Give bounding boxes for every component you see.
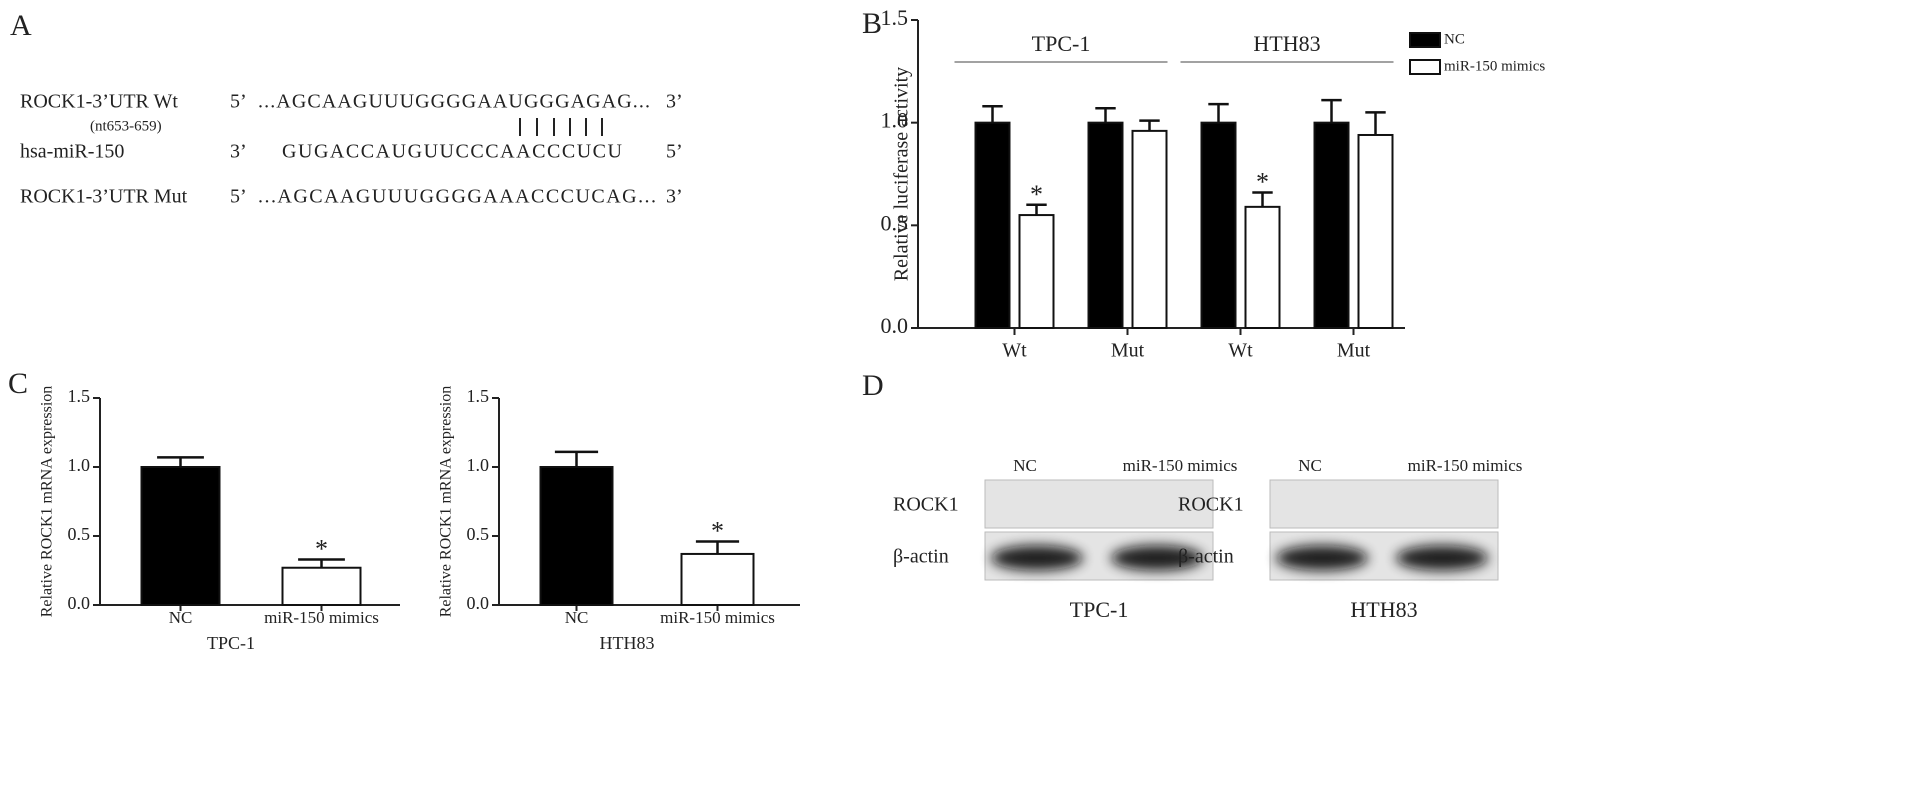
blot-band bbox=[991, 545, 1083, 571]
pairing-lines bbox=[519, 118, 603, 136]
y-tick-label: 1.5 bbox=[68, 386, 91, 406]
bar bbox=[140, 466, 221, 606]
x-tick-label: Wt bbox=[1228, 340, 1253, 362]
significance: * bbox=[1030, 180, 1043, 209]
panel-label: C bbox=[8, 367, 28, 400]
sequence-end: 5’ bbox=[666, 141, 683, 163]
y-tick-label: 0.5 bbox=[881, 210, 909, 235]
x-tick-label: Mut bbox=[1337, 340, 1371, 362]
bar bbox=[1018, 214, 1055, 329]
bar bbox=[539, 466, 614, 606]
sequence-position: (nt653-659) bbox=[90, 118, 162, 134]
bar bbox=[281, 566, 362, 606]
x-tick-label: Wt bbox=[1002, 340, 1027, 362]
x-tick-label: NC bbox=[565, 608, 589, 627]
x-tick-label: Mut bbox=[1111, 340, 1145, 362]
group-label: TPC-1 bbox=[1032, 31, 1091, 56]
error-bar bbox=[1208, 102, 1229, 123]
sequence-name: ROCK1-3’UTR Wt bbox=[20, 91, 178, 113]
bar bbox=[1200, 121, 1237, 329]
row-label: ROCK1 bbox=[893, 494, 959, 516]
significance: * bbox=[1256, 167, 1269, 196]
y-tick-label: 1.0 bbox=[467, 455, 490, 475]
significance: * bbox=[711, 516, 724, 545]
y-axis-label: Relative ROCK1 mRNA expression bbox=[39, 386, 56, 618]
legend-label: miR-150 mimics bbox=[1444, 58, 1545, 74]
bar bbox=[1131, 129, 1168, 329]
error-bar bbox=[554, 450, 599, 467]
x-tick-label: miR-150 mimics bbox=[660, 608, 775, 627]
x-axis-label: HTH83 bbox=[600, 633, 655, 653]
legend-swatch bbox=[1409, 59, 1441, 75]
x-tick-label: NC bbox=[169, 608, 193, 627]
group-label: HTH83 bbox=[1253, 31, 1320, 56]
error-bar bbox=[1095, 107, 1116, 123]
y-axis-label: Relative ROCK1 mRNA expression bbox=[438, 386, 455, 618]
sequence: GUGACCAUGUUCCCAACCCUCU bbox=[282, 141, 623, 163]
bar bbox=[680, 552, 755, 607]
lane-label: NC bbox=[1013, 456, 1037, 475]
bar bbox=[1087, 121, 1124, 329]
error-bar bbox=[1139, 119, 1160, 131]
blot-strip bbox=[1269, 479, 1499, 529]
blot-band bbox=[1111, 545, 1203, 571]
cell-label: TPC-1 bbox=[1070, 597, 1129, 622]
legend-swatch bbox=[1409, 32, 1441, 48]
blot-band bbox=[1276, 545, 1368, 571]
bar bbox=[1357, 133, 1394, 329]
legend-label: NC bbox=[1444, 31, 1465, 47]
lane-label: miR-150 mimics bbox=[1408, 456, 1523, 475]
blot-strip bbox=[984, 479, 1214, 529]
y-tick-label: 0.0 bbox=[467, 593, 490, 613]
error-bar bbox=[695, 540, 740, 554]
sequence-end: 5’ bbox=[230, 91, 247, 113]
row-label: β-actin bbox=[1178, 546, 1234, 568]
panel-label: D bbox=[862, 369, 884, 402]
error-bar bbox=[157, 456, 204, 467]
blot-band bbox=[1396, 545, 1488, 571]
y-tick-label: 1.5 bbox=[467, 386, 490, 406]
y-tick-label: 1.0 bbox=[881, 108, 909, 133]
x-axis-label: TPC-1 bbox=[207, 633, 255, 653]
sequence-alignment: ROCK1-3’UTR Wt (nt653-659) 5’ ...AGCAAGU… bbox=[20, 91, 683, 208]
error-bar bbox=[1365, 111, 1386, 135]
sequence-name: hsa-miR-150 bbox=[20, 141, 124, 163]
bar bbox=[974, 121, 1011, 329]
sequence-name: ROCK1-3’UTR Mut bbox=[20, 186, 188, 208]
error-bar bbox=[1026, 203, 1047, 216]
bar bbox=[1244, 205, 1281, 329]
row-label: β-actin bbox=[893, 546, 949, 568]
lane-label: NC bbox=[1298, 456, 1322, 475]
error-bar bbox=[1252, 191, 1273, 207]
error-bar bbox=[298, 558, 345, 568]
row-label: ROCK1 bbox=[1178, 494, 1244, 516]
significance: * bbox=[315, 534, 328, 563]
y-tick-label: 1.5 bbox=[881, 5, 909, 30]
x-tick-label: miR-150 mimics bbox=[264, 608, 379, 627]
panel-label: B bbox=[862, 7, 882, 40]
y-tick-label: 0.5 bbox=[68, 524, 91, 544]
panel-label: A bbox=[10, 9, 32, 42]
sequence-end: 3’ bbox=[230, 141, 247, 163]
y-tick-label: 0.5 bbox=[467, 524, 490, 544]
error-bar bbox=[1321, 98, 1342, 123]
y-tick-label: 0.0 bbox=[68, 593, 91, 613]
sequence: ...AGCAAGUUUGGGGAAUGGGAGAG... bbox=[258, 91, 650, 113]
cell-label: HTH83 bbox=[1350, 597, 1417, 622]
lane-label: miR-150 mimics bbox=[1123, 456, 1238, 475]
sequence-end: 3’ bbox=[666, 186, 683, 208]
y-axis-label: Relative luciferase activity bbox=[891, 67, 913, 281]
error-bar bbox=[982, 104, 1003, 123]
y-tick-label: 0.0 bbox=[881, 313, 909, 338]
sequence-end: 5’ bbox=[230, 186, 247, 208]
sequence-end: 3’ bbox=[666, 91, 683, 113]
y-tick-label: 1.0 bbox=[68, 455, 91, 475]
bar bbox=[1313, 121, 1350, 329]
sequence: ...AGCAAGUUUGGGGAAACCCUCAG... bbox=[258, 186, 656, 208]
